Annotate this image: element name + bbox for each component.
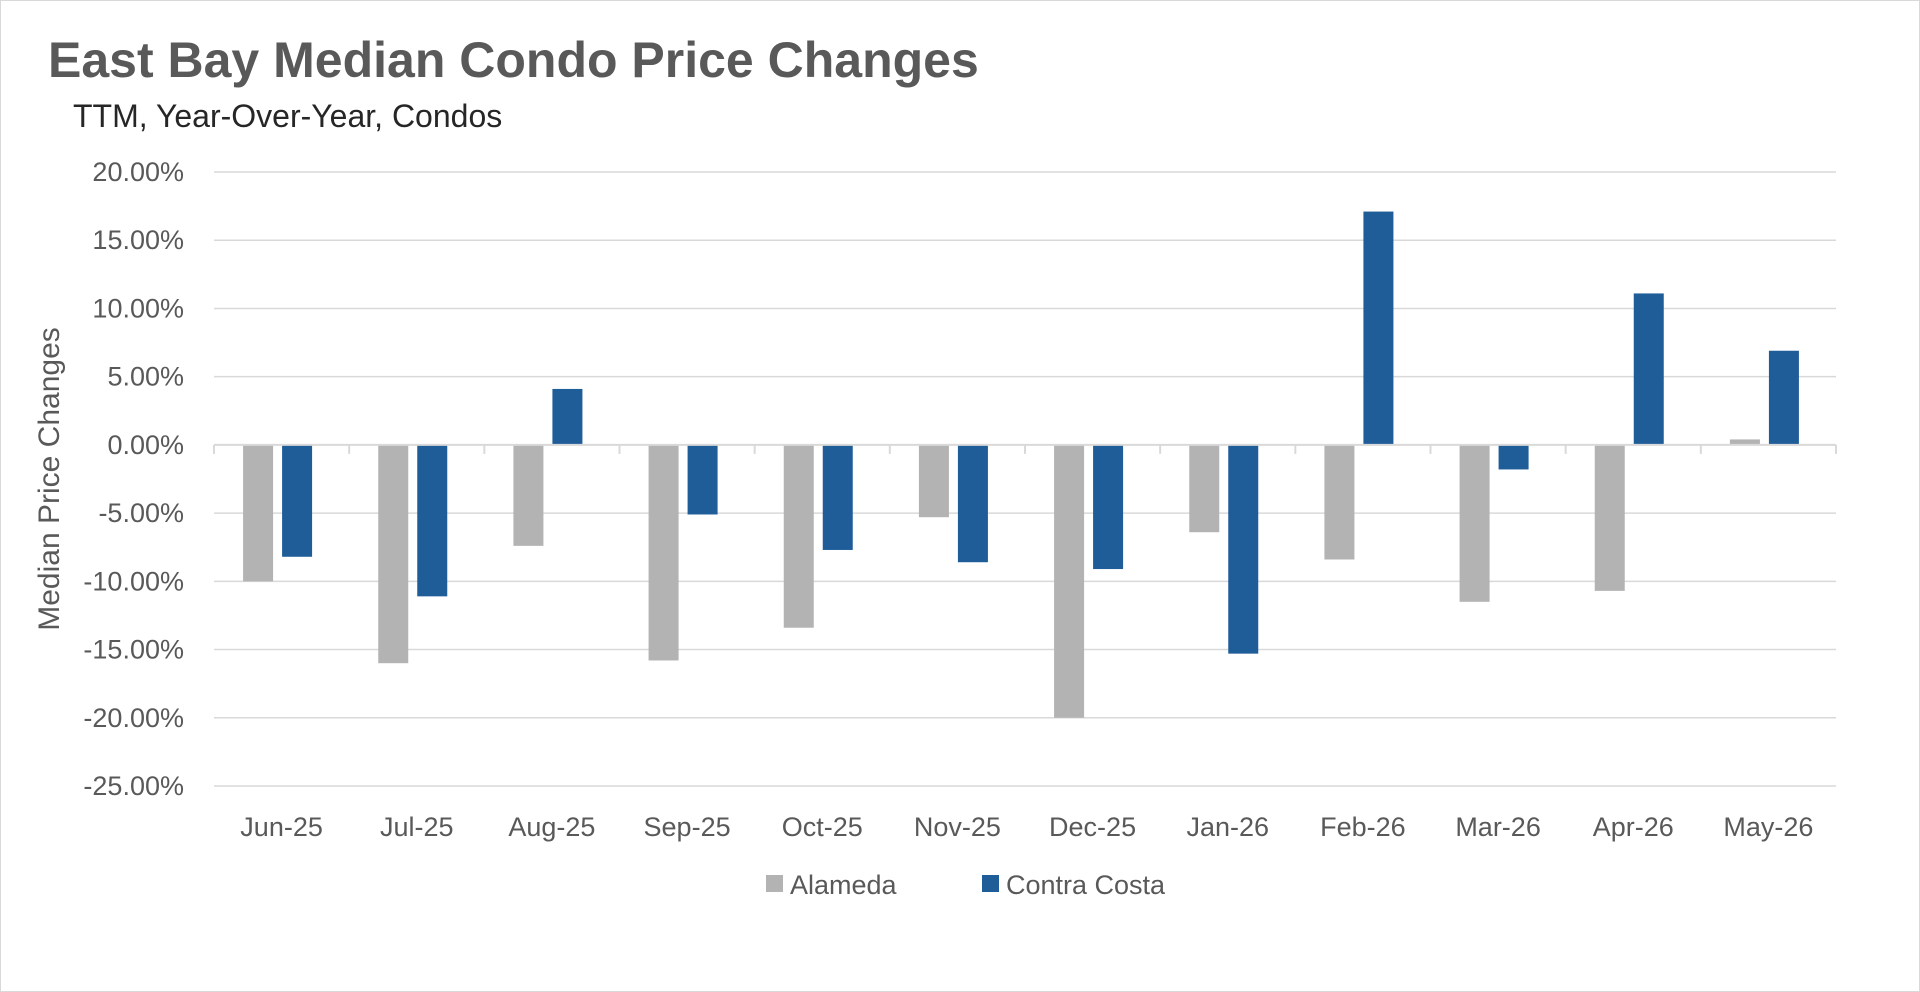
bar-alameda-oct-25	[783, 444, 814, 628]
bar-alameda-sep-25	[648, 444, 679, 661]
y-tick-label: 10.00%	[92, 293, 184, 323]
x-tick-label: Oct-25	[782, 812, 863, 842]
x-tick-label: Apr-26	[1593, 812, 1674, 842]
chart-title: East Bay Median Condo Price Changes	[48, 32, 979, 88]
bar-alameda-nov-25	[918, 444, 949, 518]
y-tick-label: 5.00%	[107, 362, 184, 392]
bar-alameda-mar-26	[1459, 444, 1490, 602]
bar-contra-costa-jun-25	[282, 444, 313, 557]
y-tick-label: -25.00%	[83, 771, 184, 801]
bar-alameda-aug-25	[513, 444, 544, 546]
legend-label: Contra Costa	[1006, 870, 1166, 900]
bars	[243, 211, 1799, 718]
y-tick-label: -5.00%	[98, 498, 184, 528]
axes: 20.00% 15.00% 10.00% 5.00% 0.00% -5.00% -10.00…	[83, 157, 1837, 842]
bar-alameda-feb-26	[1324, 444, 1355, 560]
x-tick-label: Feb-26	[1320, 812, 1406, 842]
bar-alameda-jan-26	[1189, 444, 1220, 533]
bar-contra-costa-mar-26	[1498, 444, 1529, 470]
bar-contra-costa-oct-25	[822, 444, 853, 550]
y-tick-label: -10.00%	[83, 566, 184, 596]
legend-label: Alameda	[790, 870, 898, 900]
y-tick-label: 20.00%	[92, 157, 184, 187]
x-tick-label: Sep-25	[644, 812, 731, 842]
bar-alameda-may-26	[1729, 439, 1760, 445]
bar-alameda-apr-26	[1594, 444, 1625, 591]
y-tick-label: 0.00%	[107, 430, 184, 460]
legend-swatch-alameda	[766, 875, 783, 892]
x-tick-label: May-26	[1723, 812, 1813, 842]
x-tick-label: Mar-26	[1455, 812, 1541, 842]
bar-alameda-jun-25	[243, 444, 274, 582]
y-tick-label: -20.00%	[83, 703, 184, 733]
x-tick-label: Jun-25	[240, 812, 323, 842]
x-tick-label: Aug-25	[508, 812, 595, 842]
chart-subtitle: TTM, Year-Over-Year, Condos	[73, 98, 503, 134]
bar-contra-costa-jan-26	[1228, 444, 1259, 654]
bar-contra-costa-nov-25	[957, 444, 988, 563]
y-tick-label: -15.00%	[83, 635, 184, 665]
x-tick-label: Dec-25	[1049, 812, 1136, 842]
y-tick-label: 15.00%	[92, 225, 184, 255]
bar-alameda-dec-25	[1054, 444, 1085, 718]
x-tick-label: Jan-26	[1186, 812, 1269, 842]
legend-swatch-contra-costa	[982, 875, 999, 892]
x-tick-label: Jul-25	[380, 812, 454, 842]
bar-contra-costa-apr-26	[1633, 293, 1664, 445]
bar-alameda-jul-25	[378, 444, 409, 664]
bar-contra-costa-sep-25	[687, 444, 718, 515]
bar-contra-costa-dec-25	[1093, 444, 1124, 570]
bar-contra-costa-may-26	[1768, 350, 1799, 445]
legend: Alameda Contra Costa	[766, 870, 1166, 900]
y-axis-title: Median Price Changes	[33, 327, 66, 631]
x-tick-label: Nov-25	[914, 812, 1001, 842]
bar-contra-costa-aug-25	[552, 388, 583, 445]
bar-contra-costa-jul-25	[417, 444, 448, 597]
bar-contra-costa-feb-26	[1363, 211, 1394, 445]
gridlines	[214, 171, 1836, 787]
